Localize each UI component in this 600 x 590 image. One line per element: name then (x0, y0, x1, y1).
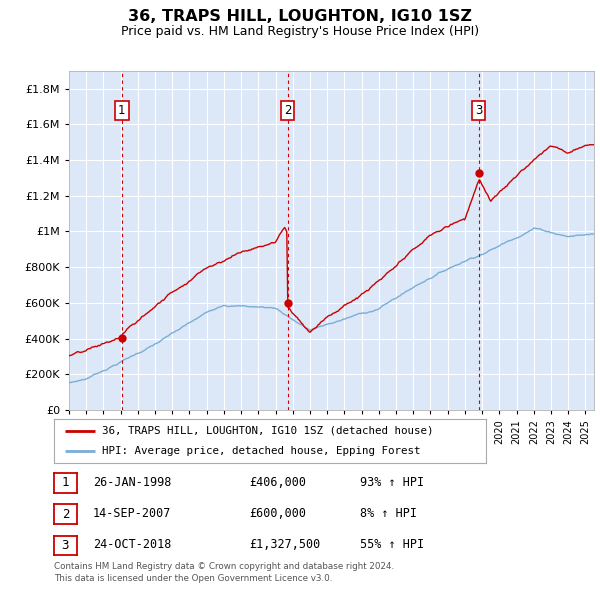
Text: £1,327,500: £1,327,500 (249, 538, 320, 551)
Text: 93% ↑ HPI: 93% ↑ HPI (360, 476, 424, 489)
Text: £600,000: £600,000 (249, 507, 306, 520)
Text: £406,000: £406,000 (249, 476, 306, 489)
Text: Contains HM Land Registry data © Crown copyright and database right 2024.: Contains HM Land Registry data © Crown c… (54, 562, 394, 571)
Text: HPI: Average price, detached house, Epping Forest: HPI: Average price, detached house, Eppi… (101, 446, 420, 456)
Text: 24-OCT-2018: 24-OCT-2018 (93, 538, 172, 551)
Text: Price paid vs. HM Land Registry's House Price Index (HPI): Price paid vs. HM Land Registry's House … (121, 25, 479, 38)
Text: 55% ↑ HPI: 55% ↑ HPI (360, 538, 424, 551)
Text: 1: 1 (62, 476, 69, 490)
Text: 2: 2 (284, 104, 292, 117)
Text: 8% ↑ HPI: 8% ↑ HPI (360, 507, 417, 520)
Text: 3: 3 (475, 104, 482, 117)
Text: 36, TRAPS HILL, LOUGHTON, IG10 1SZ: 36, TRAPS HILL, LOUGHTON, IG10 1SZ (128, 9, 472, 24)
Text: 14-SEP-2007: 14-SEP-2007 (93, 507, 172, 520)
Text: 2: 2 (62, 507, 69, 521)
Text: 26-JAN-1998: 26-JAN-1998 (93, 476, 172, 489)
Text: 36, TRAPS HILL, LOUGHTON, IG10 1SZ (detached house): 36, TRAPS HILL, LOUGHTON, IG10 1SZ (deta… (101, 426, 433, 436)
Text: This data is licensed under the Open Government Licence v3.0.: This data is licensed under the Open Gov… (54, 574, 332, 583)
Text: 3: 3 (62, 539, 69, 552)
Text: 1: 1 (118, 104, 125, 117)
